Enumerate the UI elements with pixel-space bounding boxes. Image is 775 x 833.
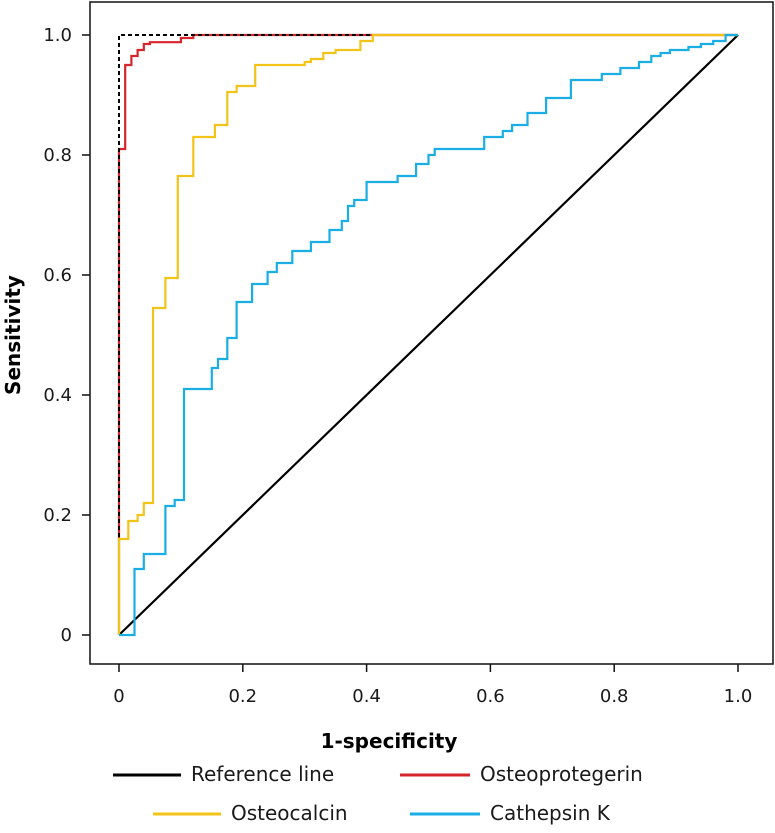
y-tick-label: 0.4 — [43, 385, 72, 406]
legend-label-osteoprotegerin: Osteoprotegerin — [480, 762, 643, 786]
x-tick-label: 0.6 — [476, 686, 505, 707]
cathepsin-k-curve — [119, 33, 738, 637]
roc-curves — [117, 33, 739, 637]
osteocalcin-curve — [117, 33, 738, 635]
y-axis-title: Sensitivity — [1, 275, 25, 395]
x-tick-label: 0.8 — [600, 686, 629, 707]
y-tick-label: 0 — [61, 625, 72, 646]
y-tick-label: 0.8 — [43, 145, 72, 166]
plot-frame — [89, 1, 774, 665]
legend-label-cathepsin-k: Cathepsin K — [490, 801, 611, 825]
x-axis-ticks: 0 0.2 0.4 0.6 0.8 1.0 — [113, 664, 752, 707]
x-tick-label: 1.0 — [724, 686, 753, 707]
legend-label-reference-line: Reference line — [191, 762, 334, 786]
x-tick-label: 0.4 — [352, 686, 381, 707]
osteoprotegerin-curve — [117, 33, 738, 635]
y-axis-ticks: 0 0.2 0.4 0.6 0.8 1.0 — [43, 25, 90, 646]
y-tick-label: 0.6 — [43, 265, 72, 286]
y-tick-label: 0.2 — [43, 505, 72, 526]
x-tick-label: 0.2 — [228, 686, 257, 707]
legend-label-osteocalcin: Osteocalcin — [231, 801, 348, 825]
y-tick-label: 1.0 — [43, 25, 72, 46]
reference-line-curve — [118, 34, 739, 636]
legend: Reference line Osteoprotegerin Osteocalcin… — [113, 762, 643, 825]
perfect-classifier-curve — [118, 34, 738, 635]
x-axis-title: 1-specificity — [321, 729, 458, 753]
x-tick-label: 0 — [113, 686, 124, 707]
